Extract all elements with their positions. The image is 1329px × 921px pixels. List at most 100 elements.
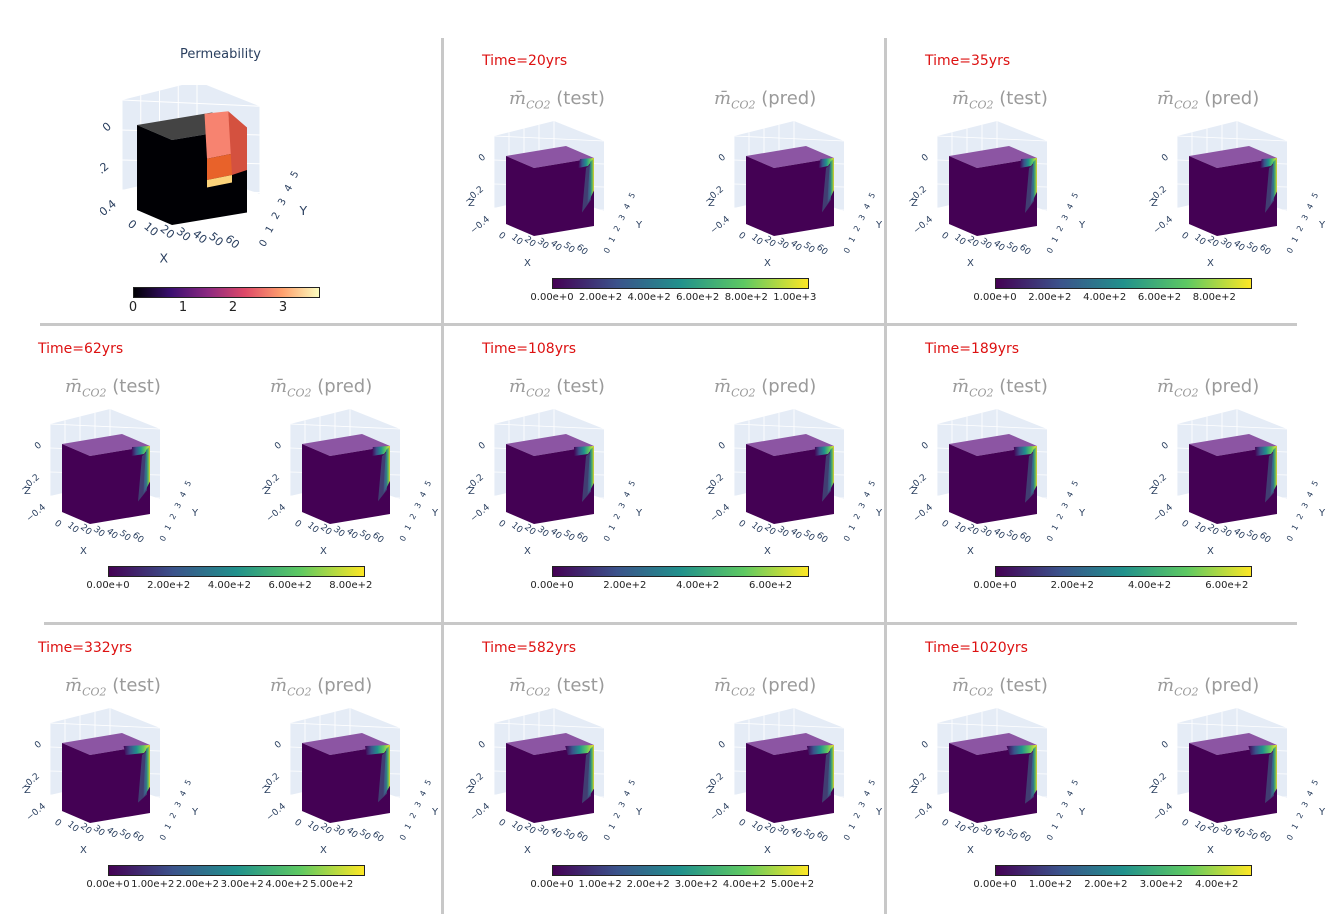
x-tick-label: 50 [801,529,816,544]
x-tick-label: 0 [736,231,747,243]
plume-top [814,446,834,456]
divider-row-2c [887,622,1297,625]
y-tick-label: 2 [1055,512,1065,521]
y-tick-label: 1 [163,523,173,532]
y-tick-label: 4 [622,490,632,499]
y-tick-label: 5 [183,778,193,787]
scene-gridline [733,722,845,729]
cube-left-face [506,444,534,524]
plume-shadow [582,452,591,502]
subplot-title-text: (test) [550,376,605,397]
z-tick-label: −0.4 [912,801,935,823]
cube-top-face [506,146,594,168]
x-tick-label: 60 [130,830,145,845]
x-tick-label: 40 [991,239,1006,254]
x-tick-label: 40 [991,826,1006,841]
mass-subscript: CO2 [969,386,994,400]
x-tick-label: 50 [206,230,225,249]
y-axis-label: Y [431,508,439,519]
y-tick-label: 4 [622,202,632,211]
mass-symbol: m̄ [952,675,970,696]
y-tick-label: 5 [627,191,637,200]
plume-top [1006,745,1037,755]
plume-top [131,446,150,456]
x-tick-label: 50 [357,529,372,544]
y-tick-label: 4 [178,490,188,499]
time-panel: Time=332yrs m̄CO2 (test) 0 −0.2 −0.4 Z 0 10 20 30… [0,625,440,921]
colorbar-tick-label: 3.00e+2 [1139,879,1183,890]
y-tick-label: 1 [1050,235,1060,244]
y-tick-label: 0 [398,534,408,543]
colorbar-tick-label: 0.00e+0 [86,580,130,591]
permeability-panel: Permeability 0−0.2−0.4Z0102030405060X012… [0,0,441,323]
subplot-title-text: (test) [993,675,1048,696]
x-axis-label: X [967,845,974,856]
plume-shadow [1265,452,1274,503]
x-tick-label: 60 [574,830,589,845]
z-tick-label: −0.4 [709,502,732,524]
time-label: Time=582yrs [482,640,577,656]
colorbar-tick-label: 3 [278,300,288,315]
y-tick-label: 0 [1045,833,1055,842]
x-tick-label: 50 [561,241,576,256]
x-tick-label: 0 [52,818,63,830]
z-axis-label: Z [911,785,918,796]
colorbar-tick-label: 0.00e+0 [530,580,574,591]
subplot-title-text: (test) [106,675,161,696]
x-axis-label: X [524,845,531,856]
y-tick-label: 3 [857,213,867,222]
y-tick-label: 3 [1060,501,1070,510]
y-tick-label: 1 [163,822,173,831]
x-axis-label: X [320,845,327,856]
z-tick-label: −0.4 [469,502,492,524]
scene-gridline [49,423,161,430]
y-tick-label: 3 [1060,213,1070,222]
perm-mid-layer [207,153,232,180]
x-tick-label: 60 [1017,830,1032,845]
y-tick-label: 1 [1050,822,1060,831]
y-tick-label: 4 [1065,202,1075,211]
x-tick-label: 10 [141,220,160,239]
mass-subscript: CO2 [82,386,107,400]
mass-subscript: CO2 [731,386,756,400]
colorbar-tick-label: 1.00e+2 [1028,879,1073,890]
z-axis-label: Z [468,486,475,497]
x-tick-label: 10 [749,521,764,536]
subplot-title-pred: m̄CO2 (pred) [714,376,816,400]
subplot-title-text: (test) [106,376,161,397]
y-tick-label: 3 [276,197,289,208]
colorbar-tick-label: 8.00e+2 [1192,292,1236,303]
x-tick-label: 20 [522,235,537,250]
time-label: Time=1020yrs [925,640,1028,656]
colorbar-tick-label: 2.00e+2 [147,580,191,591]
permeability-title: Permeability [180,47,261,62]
y-tick-label: 5 [1070,778,1080,787]
y-tick-label: 4 [1305,202,1315,211]
y-tick-label: 4 [1065,789,1075,798]
x-tick-label: 30 [331,824,346,839]
y-tick-label: 5 [1070,191,1080,200]
y-tick-label: 2 [1295,512,1305,521]
y-tick-label: 0 [398,833,408,842]
x-tick-label: 50 [1244,241,1259,256]
colorbar-tick-label: 0 [128,300,138,315]
cube-front-face [534,158,594,236]
x-tick-label: 20 [1205,523,1220,538]
y-tick-label: 1 [847,235,857,244]
x-tick-label: 50 [801,241,816,256]
z-axis-label: Z [708,785,715,796]
y-axis-label: Y [191,807,199,818]
x-tick-label: 10 [1192,521,1207,536]
z-axis-label: Z [24,785,31,796]
time-label: Time=189yrs [925,341,1020,357]
y-tick-label: 1 [1290,235,1300,244]
z-axis-label: Z [468,198,475,209]
plume-top [818,158,834,168]
y-tick-label: 2 [168,811,178,820]
z-tick-label: −0.4 [100,197,119,225]
